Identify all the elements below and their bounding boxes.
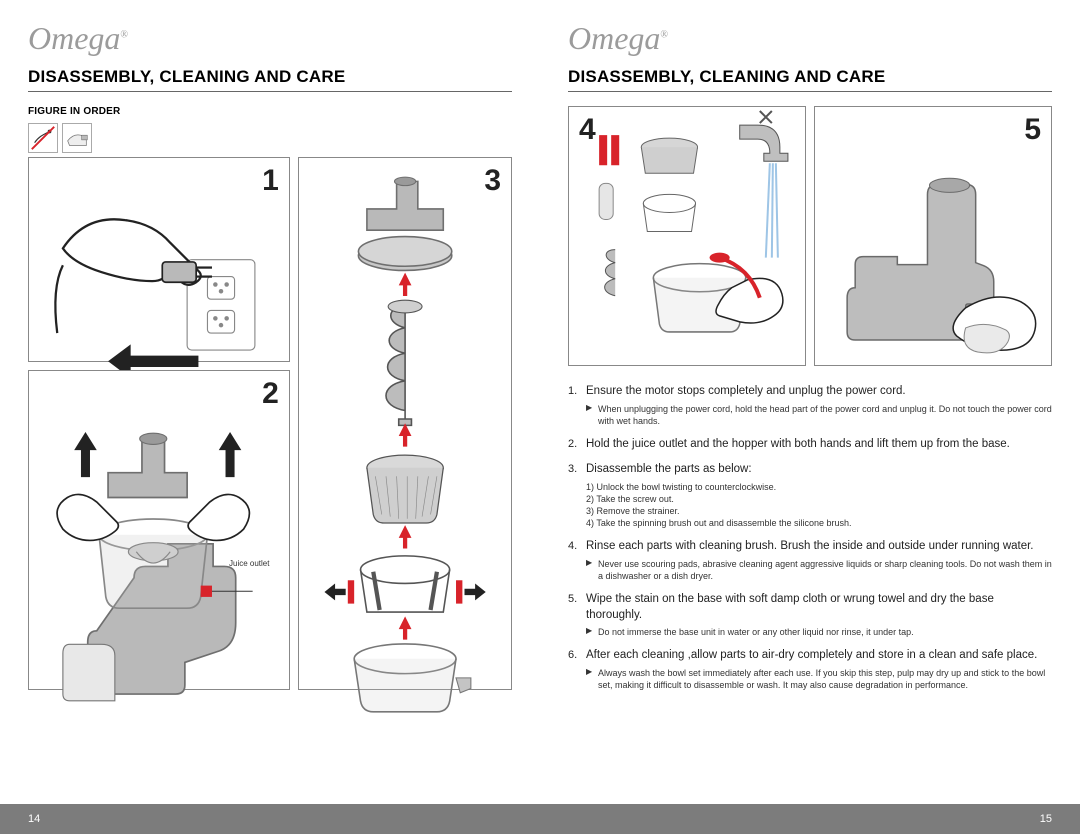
figure-panel-1: 1 bbox=[28, 157, 290, 362]
brand-text-right: Omega bbox=[568, 20, 660, 56]
figure-number-3: 3 bbox=[484, 164, 501, 198]
page-number-right: 15 bbox=[1040, 813, 1052, 825]
figure-number-4: 4 bbox=[579, 113, 596, 147]
figure-panel-3: 3 bbox=[298, 157, 512, 690]
hold-plug-icon bbox=[62, 123, 92, 153]
step-text: After each cleaning ,allow parts to air-… bbox=[586, 648, 1052, 664]
no-pull-cord-icon bbox=[28, 123, 58, 153]
lift-assembly-illustration bbox=[29, 371, 289, 732]
page-number-left: 14 bbox=[28, 813, 40, 825]
step-text: Rinse each parts with cleaning brush. Br… bbox=[586, 539, 1052, 555]
step-number: 3. bbox=[568, 462, 586, 529]
instruction-item: 4. Rinse each parts with cleaning brush.… bbox=[568, 539, 1052, 582]
step-text: Ensure the motor stops completely and un… bbox=[586, 384, 1052, 400]
brand-logo-right: Omega® bbox=[568, 20, 1052, 57]
page-left: Omega® DISASSEMBLY, CLEANING AND CARE FI… bbox=[0, 0, 540, 834]
step-note: Do not immerse the base unit in water or… bbox=[586, 626, 1052, 638]
step-text: Hold the juice outlet and the hopper wit… bbox=[586, 437, 1052, 453]
section-title-left: DISASSEMBLY, CLEANING AND CARE bbox=[28, 67, 512, 87]
rule-right bbox=[568, 91, 1052, 92]
footer-right: 15 bbox=[540, 804, 1080, 834]
right-content: 4 bbox=[568, 106, 1052, 834]
figure-number-5: 5 bbox=[1024, 113, 1041, 147]
figure-panel-4: 4 bbox=[568, 106, 806, 366]
step-text: Disassemble the parts as below: bbox=[586, 462, 1052, 478]
step-text: Wipe the stain on the base with soft dam… bbox=[586, 592, 1052, 623]
step-number: 1. bbox=[568, 384, 586, 427]
step-number: 2. bbox=[568, 437, 586, 453]
footer-left: 14 bbox=[0, 804, 540, 834]
rule-left bbox=[28, 91, 512, 92]
instruction-item: 2. Hold the juice outlet and the hopper … bbox=[568, 437, 1052, 453]
figure-panel-2: 2 bbox=[28, 370, 290, 690]
brand-text: Omega bbox=[28, 20, 120, 56]
step-note: Always wash the bowl set immediately aft… bbox=[586, 667, 1052, 691]
page-right: Omega® DISASSEMBLY, CLEANING AND CARE 4 bbox=[540, 0, 1080, 834]
figure-number-1: 1 bbox=[262, 164, 279, 198]
exploded-parts-illustration bbox=[299, 158, 511, 724]
instruction-list: 1. Ensure the motor stops completely and… bbox=[568, 384, 1052, 691]
instruction-item: 6. After each cleaning ,allow parts to a… bbox=[568, 648, 1052, 691]
figure-in-order-label: FIGURE IN ORDER bbox=[28, 106, 512, 117]
juice-outlet-label: Juice outlet bbox=[229, 559, 269, 568]
brand-mark-right: ® bbox=[660, 29, 668, 40]
step-note: When unplugging the power cord, hold the… bbox=[586, 403, 1052, 427]
instruction-item: 5. Wipe the stain on the base with soft … bbox=[568, 592, 1052, 638]
figure-number-2: 2 bbox=[262, 377, 279, 411]
step-note: Never use scouring pads, abrasive cleani… bbox=[586, 558, 1052, 582]
brand-logo: Omega® bbox=[28, 20, 512, 57]
figure-panel-5: 5 bbox=[814, 106, 1052, 366]
unplug-illustration bbox=[29, 158, 289, 390]
step-number: 5. bbox=[568, 592, 586, 638]
instruction-item: 1. Ensure the motor stops completely and… bbox=[568, 384, 1052, 427]
rinse-parts-illustration bbox=[569, 107, 805, 368]
figure-row: 1 bbox=[28, 157, 512, 690]
instruction-item: 3. Disassemble the parts as below: 1) Un… bbox=[568, 462, 1052, 529]
section-title-right: DISASSEMBLY, CLEANING AND CARE bbox=[568, 67, 1052, 87]
left-content: FIGURE IN ORDER 1 bbox=[28, 106, 512, 834]
warning-icons bbox=[28, 123, 512, 153]
step-number: 6. bbox=[568, 648, 586, 691]
step-number: 4. bbox=[568, 539, 586, 582]
right-figure-row: 4 bbox=[568, 106, 1052, 366]
step-sub: 1) Unlock the bowl twisting to countercl… bbox=[586, 481, 1052, 530]
brand-mark: ® bbox=[120, 29, 128, 40]
wipe-base-illustration bbox=[815, 107, 1051, 368]
